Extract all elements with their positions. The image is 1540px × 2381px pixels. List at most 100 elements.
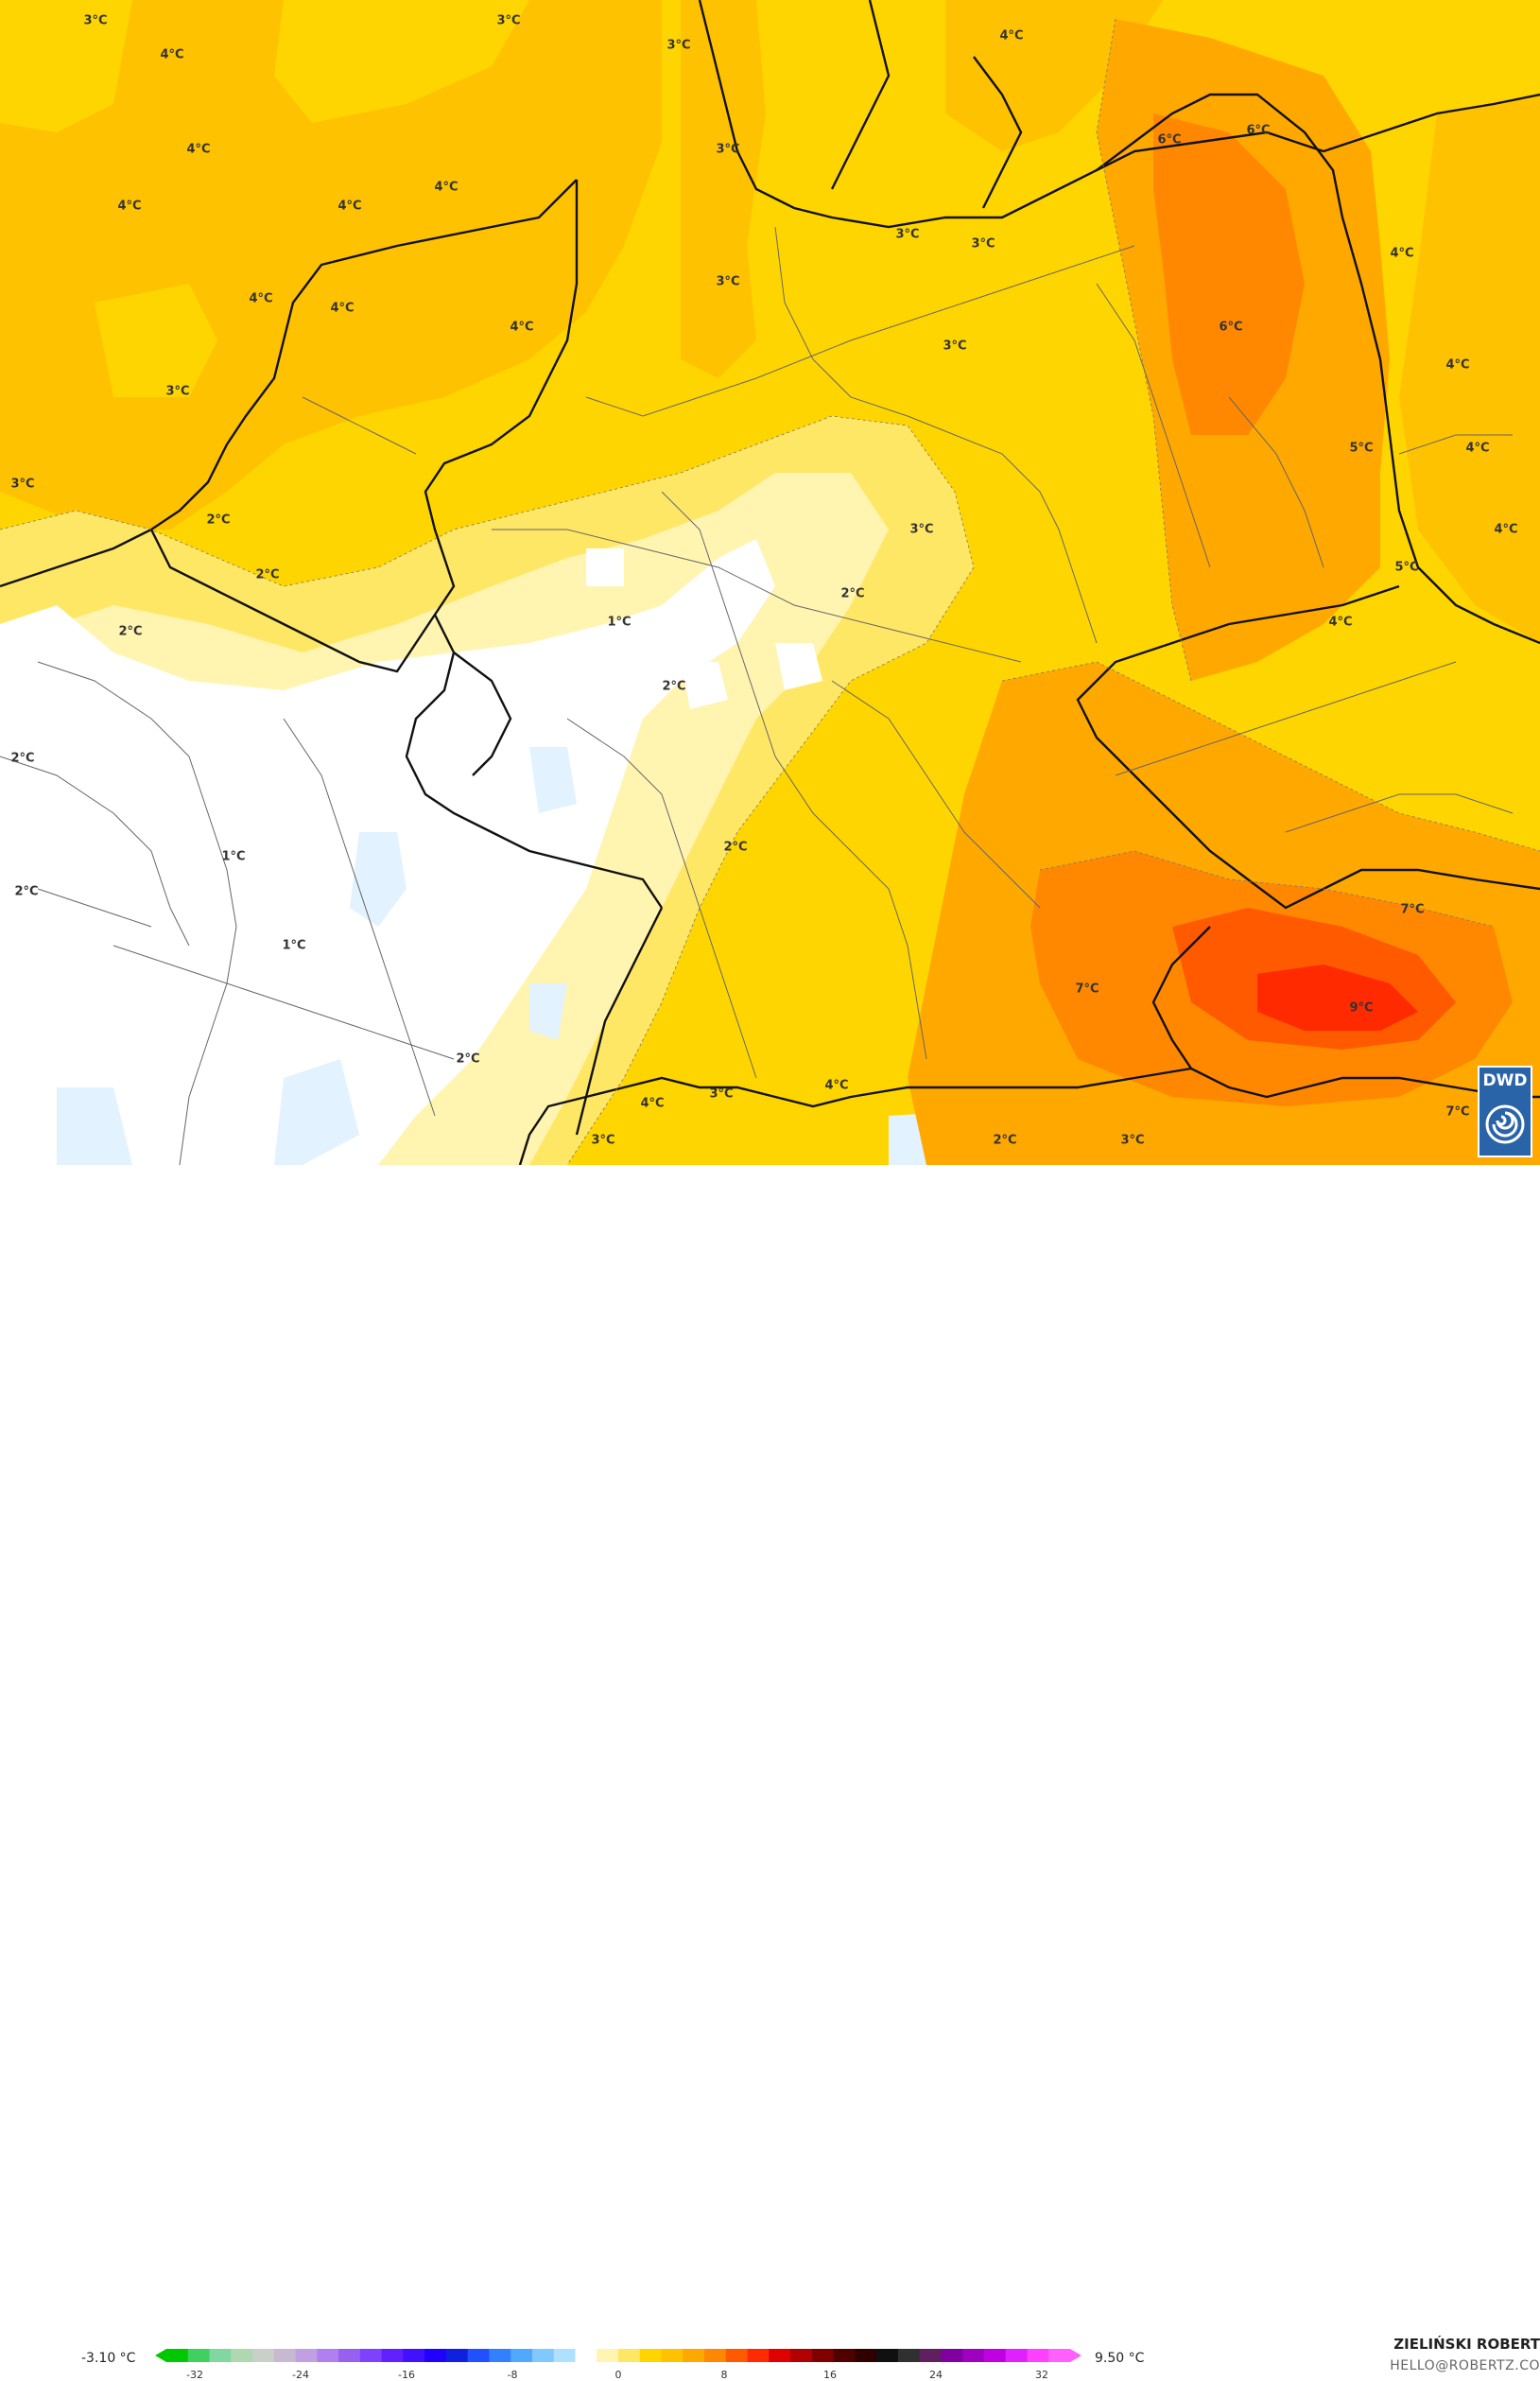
temp-label: 4°C [1445,357,1470,373]
temp-label: 4°C [434,180,459,195]
temp-label: 4°C [117,199,142,214]
dwd-logo: DWD [1478,1066,1532,1157]
colorbar-segment [273,2349,297,2362]
admin-borders [0,226,1514,1165]
colorbar-segment [855,2349,877,2362]
colorbar-segment [403,2349,425,2362]
temperature-field-white-patch [586,548,822,709]
colorbar-segment [704,2349,727,2362]
temp-label: 2°C [255,567,280,582]
colorbar-segment [618,2349,641,2362]
colorbar-segment [489,2349,511,2362]
colorbar-segment [769,2349,791,2362]
colorbar-min-arrow [155,2349,166,2362]
colorbar-segment [876,2349,899,2362]
colorbar-segment [661,2349,683,2362]
temp-label: 4°C [640,1096,665,1111]
temp-label: 3°C [709,1086,734,1102]
temperature-field-gold [0,0,1540,643]
colorbar-segment [467,2349,490,2362]
dwd-logo-text: DWD [1482,1071,1528,1090]
scale-max-label: 9.50 °C [1095,2351,1145,2366]
temp-label: 3°C [716,274,740,289]
temp-label: 4°C [999,28,1024,43]
author-name: ZIELIŃSKI ROBERT [1393,2336,1540,2353]
colorbar-segment [531,2349,555,2362]
temperature-map: 3°C 4°C 3°C 3°C 4°C 4°C 4°C 4°C 3°C 4°C … [0,0,1540,1165]
temp-label: 6°C [1219,320,1243,335]
temp-label: 4°C [510,320,534,335]
temp-label: 4°C [186,142,211,157]
dwd-swirl-icon [1485,1104,1525,1144]
temp-label: 3°C [895,227,920,242]
colorbar-segment [833,2349,856,2362]
colorbar-segment [941,2349,963,2362]
temp-label: 3°C [1120,1133,1145,1148]
temp-label: 9°C [1349,1000,1374,1016]
temp-label: 3°C [165,384,190,399]
colorbar-tick-label: 24 [929,2369,943,2381]
temp-label: 3°C [943,339,967,354]
temp-label: 3°C [716,142,740,157]
temp-label: 1°C [221,849,246,864]
colorbar-segment [166,2349,189,2362]
temp-label: 3°C [496,13,521,28]
colorbar-segment [897,2349,921,2362]
temp-label: 4°C [824,1078,849,1093]
colorbar-segment [575,2349,597,2362]
colorbar-tick-label: 32 [1035,2369,1048,2381]
colorbar-segment [317,2349,339,2362]
colorbar-segment [725,2349,749,2362]
colorbar-segment [381,2349,404,2362]
temp-label: 4°C [1328,615,1353,630]
colorbar-segment [231,2349,253,2362]
temp-label: 2°C [840,586,865,601]
temp-label: 2°C [14,884,39,899]
temp-label: 7°C [1400,902,1425,917]
temp-label: 3°C [10,477,35,492]
colorbar-segment [338,2349,361,2362]
colorbar-segment [790,2349,813,2362]
temperature-field-light-blue [57,747,1257,1165]
colorbar-segment [359,2349,383,2362]
colorbar-segment [209,2349,232,2362]
colorbar-segment [445,2349,469,2362]
temp-label: 4°C [1390,246,1414,261]
temp-label: 3°C [666,38,691,53]
temp-label: 3°C [83,13,108,28]
colorbar-segment [1005,2349,1028,2362]
author-email: HELLO@ROBERTZ.CO [1390,2358,1540,2373]
colorbar-segment [187,2349,211,2362]
colorbar-segment [424,2349,447,2362]
legend-footer: -3.10 °C -32 -24 -16 -8 0 8 16 24 32 9.50 °C ZIE… [0,1165,1540,2381]
colorbar-segment [597,2349,619,2362]
colorbar-segment [811,2349,835,2362]
temp-label: 4°C [160,47,184,62]
temp-label: 2°C [723,840,748,855]
colorbar-tick-label: 8 [720,2369,728,2381]
colorbar-max-arrow [1070,2349,1081,2362]
colorbar-segment [747,2349,770,2362]
temp-label: 1°C [282,938,306,953]
temp-label: 4°C [1465,441,1490,456]
colorbar-segment [252,2349,275,2362]
colorbar-tick-label: -24 [292,2369,309,2381]
color-scale-bar [155,2349,1081,2362]
colorbar-segment [1048,2349,1071,2362]
temp-label: 7°C [1075,982,1099,997]
temp-label: 3°C [971,236,995,252]
scale-min-label: -3.10 °C [81,2351,136,2366]
temp-label: 4°C [330,301,355,316]
temp-label: 1°C [607,615,632,630]
colorbar-segment [295,2349,318,2362]
temp-label: 7°C [1445,1104,1470,1120]
temp-label: 2°C [456,1051,480,1067]
isotherm-lines [0,18,1540,1165]
colorbar-segment [510,2349,533,2362]
temperature-field-dark-orange [1030,113,1513,1106]
colorbar-tick-label: -16 [398,2369,415,2381]
temp-label: 6°C [1246,123,1271,138]
colorbar-segment [683,2349,705,2362]
temp-label: 3°C [591,1133,615,1148]
temp-label: 4°C [1494,522,1518,537]
